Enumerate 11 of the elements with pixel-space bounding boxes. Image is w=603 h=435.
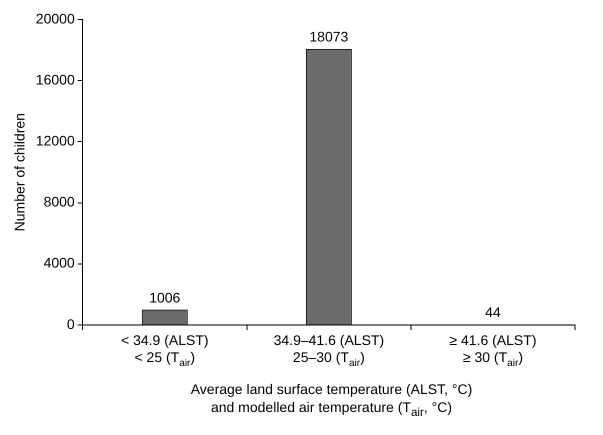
y-tick-label: 0 [66,316,75,332]
y-tick-label: 12000 [36,132,75,148]
x-axis-title: Average land surface temperature (ALST, °C) and modelled air temperature (T$_{air}$, °C) [190,380,474,421]
y-axis-title: Number of children [11,113,28,232]
y-tick-label: 16000 [36,71,75,88]
data-label: 18073 [309,28,349,45]
data-label: 44 [485,304,501,320]
data-label: 1006 [149,289,181,306]
y-tick-label: 20000 [36,10,75,26]
y-tick-label: 4000 [44,254,75,271]
y-tick-label: 8000 [44,194,75,210]
